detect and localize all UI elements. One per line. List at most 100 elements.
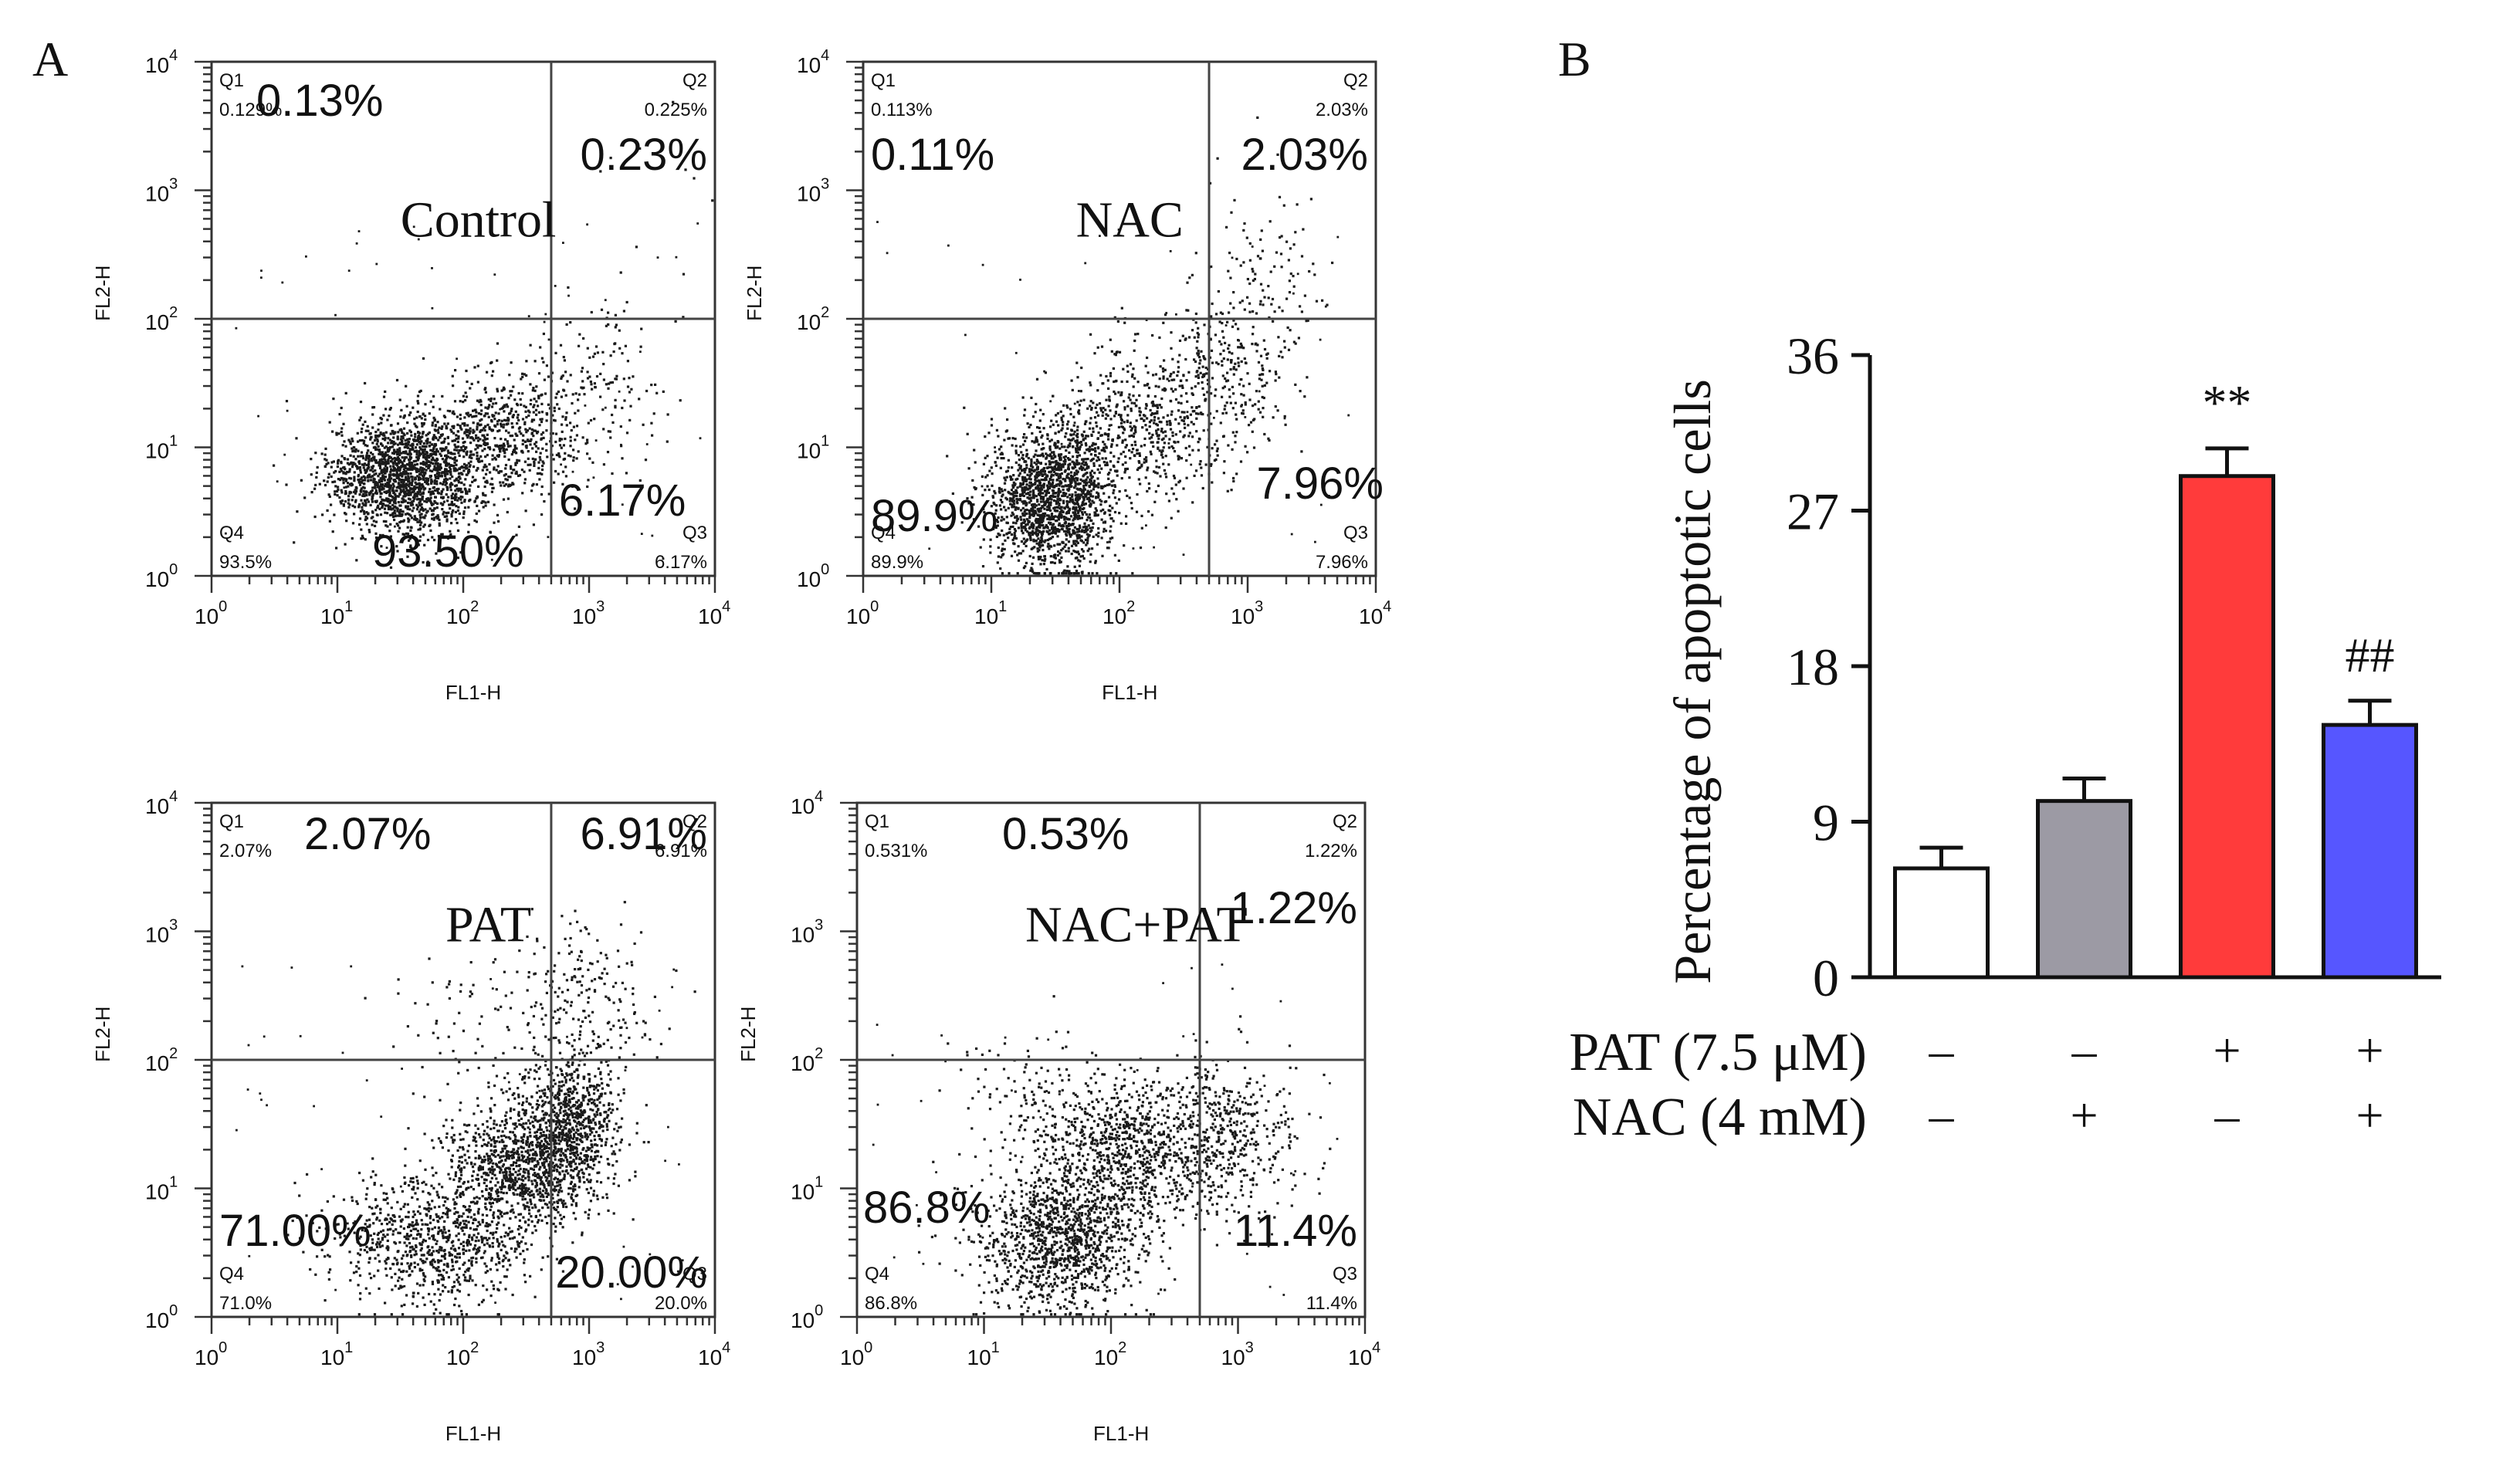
event-dot [996, 456, 999, 459]
event-dot [1089, 445, 1092, 448]
event-dot [1080, 469, 1084, 472]
event-dot [342, 466, 345, 469]
event-dot [361, 534, 364, 537]
event-dot [1076, 376, 1079, 379]
event-dot [344, 543, 347, 546]
event-dot [987, 488, 991, 492]
event-dot [503, 455, 506, 458]
event-dot [388, 530, 391, 533]
event-dot [1047, 491, 1051, 494]
event-dot [1052, 394, 1055, 398]
event-dot [1028, 496, 1031, 499]
event-dot [1070, 379, 1073, 382]
event-dot [532, 435, 535, 438]
event-dot [1148, 421, 1151, 424]
event-dot [1061, 494, 1065, 497]
event-dot [1042, 496, 1045, 499]
event-dot [1082, 496, 1086, 499]
event-dot [1041, 540, 1044, 543]
event-dot [1057, 476, 1060, 479]
event-dot [1039, 516, 1042, 519]
event-dot [340, 491, 344, 494]
event-dot [1046, 488, 1049, 491]
event-dot [411, 443, 414, 446]
event-dot [1082, 484, 1086, 487]
event-dot [1014, 508, 1017, 511]
event-dot [368, 530, 371, 533]
event-dot [1155, 432, 1158, 435]
event-dot [531, 389, 534, 392]
event-dot [1048, 455, 1052, 458]
event-dot [394, 492, 397, 496]
q1-small-value: 0.129% [219, 100, 282, 120]
event-dot [1228, 388, 1231, 391]
event-dot [365, 511, 368, 514]
event-dot [394, 442, 397, 445]
event-dot [490, 420, 493, 423]
event-dot [409, 472, 412, 476]
event-dot [1096, 477, 1099, 480]
event-dot [524, 405, 527, 408]
event-dot [1031, 415, 1035, 418]
event-dot [467, 415, 470, 418]
event-dot [504, 438, 507, 441]
event-dot [364, 499, 367, 502]
event-dot [513, 438, 516, 442]
event-dot [591, 461, 594, 464]
event-dot [1037, 489, 1040, 492]
event-dot [1099, 485, 1103, 488]
event-dot [1060, 472, 1063, 476]
event-dot [1042, 442, 1045, 445]
event-dot [1079, 560, 1082, 563]
event-dot [609, 436, 612, 439]
event-dot [336, 465, 339, 469]
event-dot [1036, 529, 1039, 532]
event-dot [409, 431, 412, 434]
event-dot [578, 344, 581, 347]
event-dot [438, 524, 441, 527]
event-dot [1025, 483, 1028, 486]
event-dot [450, 500, 453, 503]
event-dot [1087, 524, 1090, 527]
event-dot [1036, 500, 1039, 503]
event-dot [1121, 439, 1124, 442]
event-dot [1015, 497, 1018, 501]
event-dot [1066, 528, 1069, 531]
event-dot [1093, 514, 1096, 517]
event-dot [540, 437, 544, 440]
event-dot [545, 449, 548, 452]
event-dot [586, 371, 589, 374]
event-dot [420, 513, 423, 516]
event-dot [430, 454, 433, 457]
event-dot [462, 455, 466, 459]
event-dot [1150, 441, 1153, 444]
event-dot [408, 467, 412, 471]
event-dot [530, 428, 533, 432]
event-dot [426, 479, 430, 482]
event-dot [1152, 403, 1155, 406]
event-dot [1204, 463, 1208, 466]
event-dot [378, 461, 381, 464]
event-dot [358, 418, 361, 421]
event-dot [524, 410, 527, 413]
event-dot [1072, 517, 1075, 520]
event-dot [1033, 441, 1036, 444]
event-dot [394, 502, 397, 505]
event-dot [449, 471, 452, 474]
event-dot [1058, 514, 1061, 518]
event-dot [415, 459, 418, 462]
event-dot [1102, 382, 1105, 385]
event-dot [1065, 550, 1068, 553]
event-dot [1056, 543, 1059, 546]
event-dot [394, 512, 397, 515]
event-dot [1074, 481, 1077, 484]
event-dot [1049, 555, 1052, 558]
event-dot [377, 428, 380, 432]
event-dot [433, 516, 436, 520]
event-dot [1035, 539, 1038, 542]
event-dot [459, 466, 462, 469]
event-dot [535, 400, 538, 403]
event-dot [492, 486, 495, 489]
event-dot [1096, 572, 1099, 575]
event-dot [618, 347, 622, 350]
